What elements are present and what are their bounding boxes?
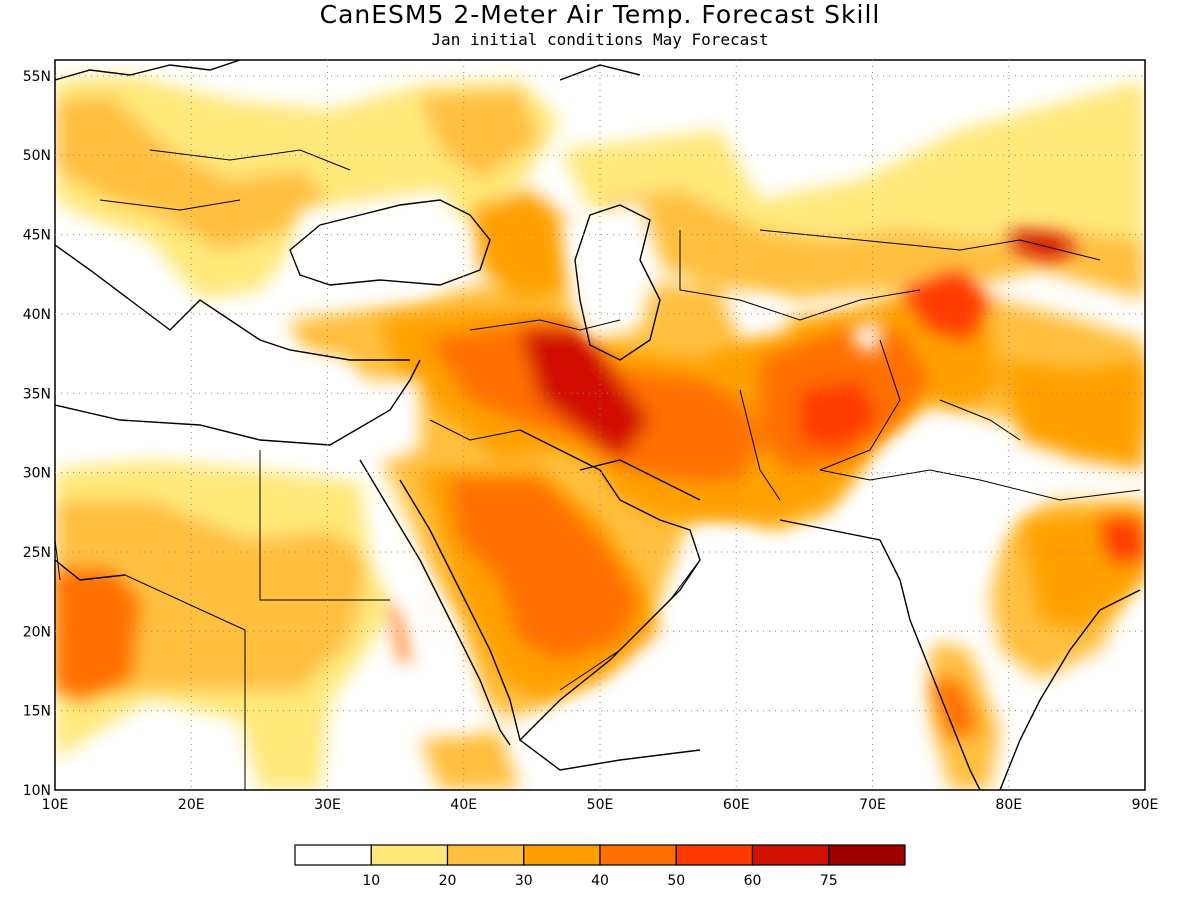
lon-tick-label: 70E — [859, 797, 886, 813]
lat-tick-label: 20N — [23, 624, 51, 640]
colorbar-label: 10 — [362, 873, 380, 889]
lat-tick-label: 40N — [23, 307, 51, 323]
lat-tick-label: 10N — [23, 783, 51, 799]
colorbar-swatch — [523, 844, 601, 866]
colorbar-swatch — [370, 844, 449, 866]
axis-ticks: 10E 20E 30E 40E 50E 60E 70E 80E 90E 10N 15N 20N 25N 3… — [23, 69, 1159, 813]
colorbar-label: 30 — [515, 873, 533, 889]
lon-tick-label: 40E — [450, 797, 477, 813]
lat-tick-label: 50N — [23, 148, 51, 164]
lat-tick-label: 25N — [23, 545, 51, 561]
colorbar-label: 60 — [744, 873, 762, 889]
map-subtitle: Jan initial conditions May Forecast — [431, 30, 769, 49]
lon-tick-label: 50E — [587, 797, 614, 813]
map-title: CanESM5 2-Meter Air Temp. Forecast Skill — [319, 0, 881, 29]
lat-tick-label: 15N — [23, 704, 51, 720]
colorbar-label: 75 — [820, 873, 838, 889]
colorbar-label: 50 — [667, 873, 685, 889]
colorbar-swatch — [675, 844, 754, 866]
lon-tick-label: 60E — [723, 797, 750, 813]
colorbar-swatch — [294, 844, 372, 866]
lon-tick-label: 20E — [178, 797, 205, 813]
colorbar-swatch — [599, 844, 677, 866]
lat-tick-label: 30N — [23, 466, 51, 482]
colorbar-label: 40 — [591, 873, 609, 889]
colorbar-swatch — [828, 844, 906, 866]
skill-shading-high — [430, 230, 1145, 660]
colorbar: 10 20 30 40 50 60 75 — [294, 844, 906, 889]
borders — [55, 149, 1141, 790]
lon-tick-label: 30E — [314, 797, 341, 813]
lon-tick-label: 80E — [995, 797, 1022, 813]
colorbar-swatch — [751, 844, 830, 866]
coastlines — [55, 60, 1141, 790]
no-skill-areas — [55, 190, 1000, 790]
lat-tick-label: 55N — [23, 69, 51, 85]
lat-tick-label: 35N — [23, 386, 51, 402]
lat-tick-label: 45N — [23, 228, 51, 244]
lon-tick-label: 90E — [1132, 797, 1159, 813]
colorbar-swatch — [446, 844, 525, 866]
colorbar-label: 20 — [439, 873, 457, 889]
lon-tick-label: 10E — [42, 797, 69, 813]
